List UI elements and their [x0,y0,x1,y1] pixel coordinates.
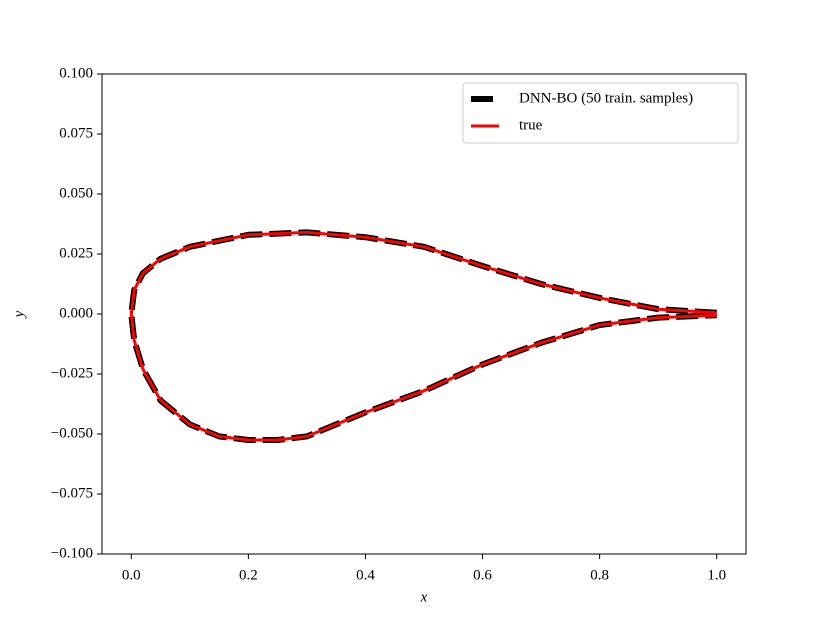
legend-label: true [519,117,543,133]
y-tick-label: −0.075 [51,485,93,501]
y-tick-label: 0.000 [59,305,93,321]
plot-frame [101,73,747,555]
y-tick-label: 0.050 [59,185,93,201]
legend-label: DNN-BO (50 train. samples) [519,90,693,106]
y-tick-label: −0.025 [51,365,93,381]
x-tick-label: 0.8 [590,567,609,583]
y-tick-label: −0.050 [51,425,93,441]
legend: DNN-BO (50 train. samples) true [462,82,739,144]
y-tick-label: 0.075 [59,125,93,141]
x-tick-label: 0.0 [122,567,141,583]
data-line [128,229,717,443]
x-tick-label: 1.0 [707,567,726,583]
y-tick-label: −0.100 [51,545,93,561]
x-tick-label: 0.2 [239,567,258,583]
y-axis-label: y [11,310,27,319]
x-tick-label: 0.6 [473,567,492,583]
x-tick-label: 0.4 [356,567,375,583]
data-line [129,230,717,442]
x-axis-label: x [420,589,428,605]
y-tick-label: 0.025 [59,245,93,261]
legend-box [462,82,739,144]
y-tick-label: 0.100 [59,65,93,81]
